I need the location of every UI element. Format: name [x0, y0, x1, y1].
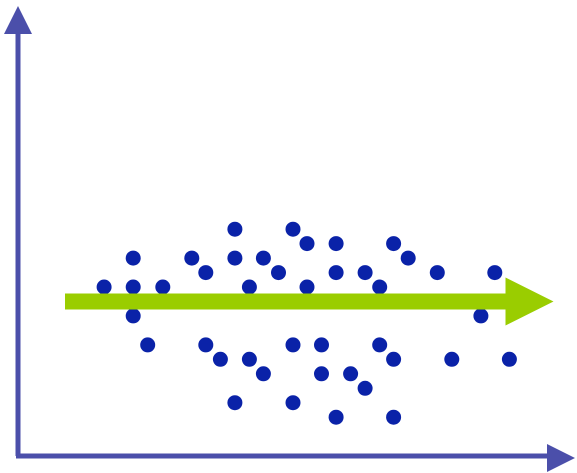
data-point-38 [386, 409, 402, 425]
data-point-1 [96, 279, 112, 295]
data-point-13 [227, 395, 243, 411]
data-point-37 [372, 279, 388, 295]
data-point-29 [328, 409, 344, 425]
data-point-39 [386, 351, 402, 367]
data-point-6 [155, 279, 171, 295]
data-point-8 [184, 250, 200, 266]
data-point-15 [227, 221, 243, 237]
data-point-36 [372, 337, 388, 353]
data-point-2 [125, 308, 141, 324]
data-point-14 [227, 250, 243, 266]
data-point-25 [299, 279, 315, 295]
data-point-19 [255, 250, 271, 266]
data-point-48 [487, 265, 503, 281]
data-point-16 [241, 351, 257, 367]
data-point-34 [357, 380, 373, 396]
data-point-45 [444, 351, 460, 367]
trend-arrow-shaft [65, 293, 506, 310]
data-point-40 [386, 236, 402, 252]
data-point-28 [314, 337, 329, 353]
data-point-10 [198, 265, 214, 281]
data-point-26 [299, 236, 315, 252]
data-point-27 [314, 366, 329, 382]
data-point-21 [271, 265, 286, 281]
data-point-47 [473, 308, 489, 324]
data-point-18 [255, 366, 271, 382]
data-point-30 [328, 265, 344, 281]
scatter-points [96, 221, 517, 425]
data-point-49 [501, 351, 517, 367]
y-axis-arrowhead [4, 6, 32, 34]
data-point-5 [140, 337, 156, 353]
data-point-12 [212, 351, 228, 367]
trend-arrow [65, 277, 554, 326]
data-point-32 [343, 366, 359, 382]
data-point-3 [125, 279, 141, 295]
data-point-31 [328, 236, 344, 252]
axes [4, 6, 575, 472]
x-axis-arrowhead [547, 444, 575, 472]
data-point-44 [429, 265, 445, 281]
data-point-4 [125, 250, 141, 266]
data-point-9 [198, 337, 214, 353]
data-point-23 [285, 337, 301, 353]
trend-arrowhead [505, 277, 554, 326]
data-point-42 [400, 250, 416, 266]
data-point-22 [285, 395, 301, 411]
data-point-35 [357, 265, 373, 281]
data-point-24 [285, 221, 301, 237]
data-point-17 [241, 279, 257, 295]
